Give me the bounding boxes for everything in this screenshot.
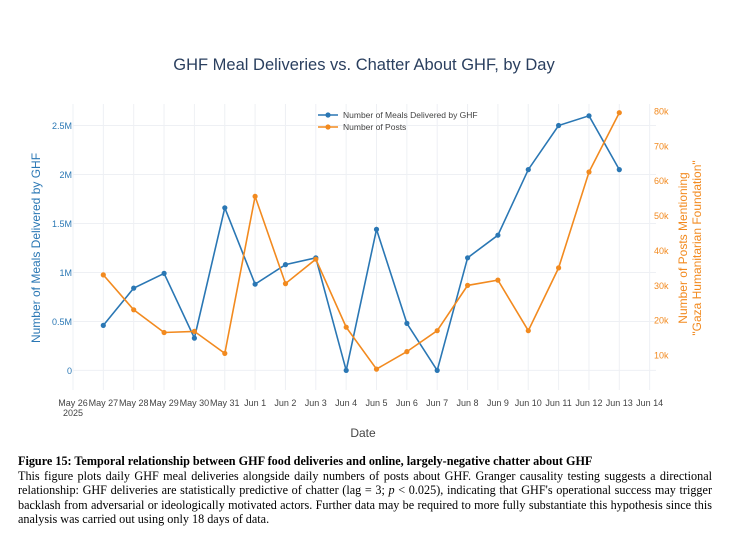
data-point-posts bbox=[131, 307, 137, 313]
x-tick-label: Jun 8 bbox=[457, 398, 479, 408]
legend-marker-posts bbox=[325, 124, 331, 130]
data-point-posts bbox=[465, 282, 471, 288]
x-tick-label: Jun 14 bbox=[636, 398, 663, 408]
data-point-posts bbox=[252, 193, 258, 199]
data-point-meals bbox=[616, 167, 622, 173]
data-point-posts bbox=[556, 265, 562, 271]
data-point-meals bbox=[556, 122, 562, 129]
y-left-tick-label: 0 bbox=[67, 366, 72, 376]
data-point-posts bbox=[313, 256, 319, 262]
series-line-meals bbox=[102, 114, 620, 373]
x-axis-title: Date bbox=[350, 426, 376, 440]
legend-label-meals: Number of Meals Delivered by GHF bbox=[343, 110, 478, 120]
data-point-meals bbox=[100, 322, 106, 328]
data-point-meals bbox=[434, 367, 440, 373]
y-left-tick-label: 1M bbox=[59, 268, 72, 278]
x-tick-label: May 29 bbox=[149, 398, 179, 408]
y-left-tick-label: 2.5M bbox=[52, 121, 72, 131]
data-point-meals bbox=[525, 167, 531, 173]
data-point-posts bbox=[343, 324, 349, 330]
x-tick-label: Jun 9 bbox=[487, 398, 509, 408]
series-line-posts bbox=[102, 112, 621, 371]
dual-axis-line-chart: GHF Meal Deliveries vs. Chatter About GH… bbox=[29, 56, 704, 440]
y-right-tick-label: 10k bbox=[654, 351, 669, 361]
data-point-meals bbox=[131, 285, 137, 291]
y-right-tick-label: 50k bbox=[654, 211, 669, 221]
data-point-meals bbox=[586, 113, 592, 119]
data-point-posts bbox=[100, 272, 106, 278]
data-point-meals bbox=[373, 226, 380, 232]
caption-body: This figure plots daily GHF meal deliver… bbox=[18, 469, 712, 527]
y-right-tick-label: 40k bbox=[654, 246, 669, 256]
x-tick-label: Jun 2 bbox=[274, 398, 296, 408]
chart-title: GHF Meal Deliveries vs. Chatter About GH… bbox=[173, 56, 555, 74]
figure-caption: Figure 15: Temporal relationship between… bbox=[18, 454, 712, 527]
data-point-meals bbox=[191, 335, 197, 341]
y-right-tick-label: 30k bbox=[654, 281, 669, 291]
y-left-axis-title: Number of Meals Delivered by GHF bbox=[29, 153, 43, 343]
x-tick-label: Jun 1 bbox=[244, 398, 266, 408]
data-point-meals bbox=[404, 320, 410, 326]
y-left-tick-label: 1.5M bbox=[52, 219, 72, 229]
data-point-posts bbox=[616, 110, 622, 116]
y-right-tick-label: 20k bbox=[654, 316, 669, 326]
data-point-posts bbox=[191, 328, 197, 334]
data-point-posts bbox=[495, 277, 501, 283]
data-point-posts bbox=[282, 281, 289, 287]
x-tick-label: Jun 4 bbox=[335, 398, 357, 408]
x-tick-label: May 30 bbox=[180, 398, 210, 408]
caption-body-part2: < 0.025), indicating that GHF's operatio… bbox=[18, 483, 712, 527]
x-tick-label: Jun 6 bbox=[396, 398, 418, 408]
x-tick-label: May 26 bbox=[58, 398, 88, 408]
data-point-posts bbox=[373, 366, 380, 372]
y-right-tick-label: 70k bbox=[654, 141, 669, 151]
data-point-meals bbox=[222, 205, 228, 211]
y-right-tick-label: 60k bbox=[654, 176, 669, 186]
x-tick-label: May 27 bbox=[89, 398, 119, 408]
y-right-axis-title-line2: "Gaza Humanitarian Foundation" bbox=[690, 160, 704, 335]
y-left-tick-label: 0.5M bbox=[52, 317, 72, 327]
data-point-posts bbox=[525, 328, 531, 334]
data-point-meals bbox=[161, 270, 167, 276]
caption-body-part1: This figure plots daily GHF meal deliver… bbox=[18, 468, 712, 498]
chart-container: GHF Meal Deliveries vs. Chatter About GH… bbox=[29, 56, 704, 440]
x-tick-label: Jun 7 bbox=[426, 398, 448, 408]
data-point-posts bbox=[222, 350, 228, 356]
legend-label-posts: Number of Posts bbox=[343, 122, 406, 132]
x-tick-label: May 28 bbox=[119, 398, 149, 408]
caption-title: Figure 15: Temporal relationship between… bbox=[18, 454, 593, 468]
x-year-label: 2025 bbox=[63, 408, 83, 418]
x-tick-label: Jun 5 bbox=[365, 398, 387, 408]
legend-marker-meals bbox=[325, 112, 331, 118]
data-point-posts bbox=[404, 349, 410, 355]
x-tick-label: Jun 3 bbox=[305, 398, 327, 408]
data-point-meals bbox=[343, 367, 349, 373]
x-tick-label: May 31 bbox=[210, 398, 240, 408]
x-tick-label: Jun 11 bbox=[545, 398, 571, 408]
data-point-meals bbox=[495, 232, 501, 238]
y-right-tick-label: 80k bbox=[654, 106, 669, 116]
x-tick-label: Jun 13 bbox=[606, 398, 633, 408]
y-right-axis-title-line1: Number of Posts Mentioning bbox=[676, 172, 690, 323]
x-tick-label: Jun 10 bbox=[515, 398, 542, 408]
caption-p-symbol: p bbox=[388, 483, 395, 498]
x-tick-label: Jun 12 bbox=[575, 398, 602, 408]
data-point-meals bbox=[282, 262, 289, 268]
data-point-meals bbox=[465, 255, 471, 261]
data-point-posts bbox=[586, 169, 592, 175]
y-left-tick-label: 2M bbox=[59, 170, 72, 180]
data-point-meals bbox=[252, 281, 258, 287]
data-point-posts bbox=[161, 329, 167, 336]
data-point-posts bbox=[434, 328, 440, 334]
